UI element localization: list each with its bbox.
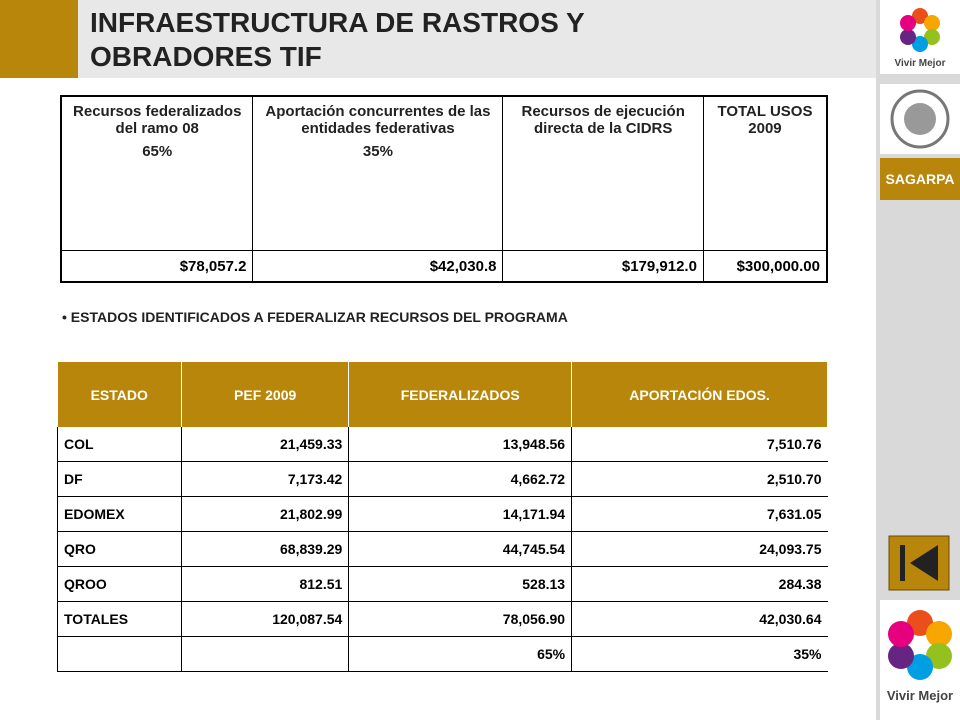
- flower-logo: [900, 8, 940, 52]
- cell: $179,912.0: [502, 250, 704, 283]
- cell: QROO: [57, 566, 182, 602]
- header-cell: APORTACIÓN EDOS.: [571, 362, 828, 427]
- header-cell: Recursos de ejecución directa de la CIDR…: [502, 95, 704, 251]
- header-label: TOTAL USOS 2009: [717, 103, 813, 137]
- logo-top: Vivir Mejor: [880, 0, 960, 74]
- bullet: • ESTADOS IDENTIFICADOS A FEDERALIZAR RE…: [62, 309, 568, 325]
- header-label: Aportación concurrentes de las entidades…: [265, 103, 491, 137]
- header-cell: TOTAL USOS 2009: [702, 95, 828, 251]
- header-cell: ESTADO: [57, 362, 182, 427]
- back-button[interactable]: [888, 535, 950, 591]
- row: COL 21,459.33 13,948.56 7,510.76: [57, 427, 828, 462]
- cell: 284.38: [571, 566, 828, 602]
- cell: 14,171.94: [348, 496, 572, 532]
- states-table: ESTADO PEF 2009 FEDERALIZADOS APORTACIÓN ED…: [57, 362, 828, 672]
- logo-text: Vivir Mejor: [894, 58, 946, 69]
- header-pct: 35%: [362, 143, 393, 160]
- title-bar: [78, 0, 876, 78]
- cell: 35%: [571, 636, 828, 672]
- cell: 7,173.42: [180, 461, 349, 497]
- cell: 2,510.70: [571, 461, 828, 497]
- cell: DF: [57, 461, 182, 497]
- cell: 65%: [348, 636, 572, 672]
- header-pct: 65%: [142, 143, 173, 160]
- cell: 120,087.54: [180, 601, 349, 637]
- cell: 528.13: [348, 566, 572, 602]
- row: EDOMEX 21,802.99 14,171.94 7,631.05: [57, 496, 828, 532]
- summary-table: Recursos federalizados del ramo 08 65% Apo…: [60, 95, 828, 283]
- cell: 13,948.56: [348, 427, 572, 462]
- cell: COL: [57, 427, 182, 462]
- cell: 44,745.54: [348, 531, 572, 567]
- row: 65% 35%: [57, 636, 828, 672]
- cell: TOTALES: [57, 601, 182, 637]
- cell: 7,510.76: [571, 427, 828, 462]
- accent-block: [0, 0, 78, 78]
- header-cell: FEDERALIZADOS: [348, 362, 573, 427]
- cell: 68,839.29: [180, 531, 349, 567]
- header-label: Recursos federalizados del ramo 08: [73, 103, 242, 137]
- cell: 42,030.64: [571, 601, 828, 637]
- row: QROO 812.51 528.13 284.38: [57, 566, 828, 602]
- logo-bottom: Vivir Mejor: [880, 600, 960, 720]
- seal: [880, 84, 960, 154]
- cell: 21,802.99: [180, 496, 349, 532]
- header-cell: Recursos federalizados del ramo 08 65%: [60, 95, 254, 251]
- cell: 812.51: [180, 566, 349, 602]
- cell: $42,030.8: [252, 250, 504, 283]
- logo-text: Vivir Mejor: [886, 688, 954, 703]
- row: DF 7,173.42 4,662.72 2,510.70: [57, 461, 828, 497]
- title: INFRAESTRUCTURA DE RASTROS Y OBRADORES T…: [90, 6, 585, 74]
- bullet-text: ESTADOS IDENTIFICADOS A FEDERALIZAR RECU…: [70, 309, 568, 325]
- cell: 24,093.75: [571, 531, 828, 567]
- title-line: INFRAESTRUCTURA DE RASTROS Y: [90, 7, 585, 38]
- cell: 21,459.33: [180, 427, 349, 462]
- cell: $300,000.00: [702, 250, 828, 283]
- cell: EDOMEX: [57, 496, 182, 532]
- cell: [180, 636, 349, 672]
- agency-label: SAGARPA: [880, 158, 960, 200]
- header-label: Recursos de ejecución directa de la CIDR…: [521, 103, 685, 137]
- header-cell: Aportación concurrentes de las entidades…: [252, 95, 504, 251]
- row: QRO 68,839.29 44,745.54 24,093.75: [57, 531, 828, 567]
- cell: $78,057.2: [60, 250, 254, 283]
- cell: 4,662.72: [348, 461, 572, 497]
- row: TOTALES 120,087.54 78,056.90 42,030.64: [57, 601, 828, 637]
- cell: 78,056.90: [348, 601, 572, 637]
- cell: [57, 636, 182, 672]
- cell: QRO: [57, 531, 182, 567]
- title-line: OBRADORES TIF: [90, 41, 322, 72]
- header-cell: PEF 2009: [181, 362, 350, 427]
- cell: 7,631.05: [571, 496, 828, 532]
